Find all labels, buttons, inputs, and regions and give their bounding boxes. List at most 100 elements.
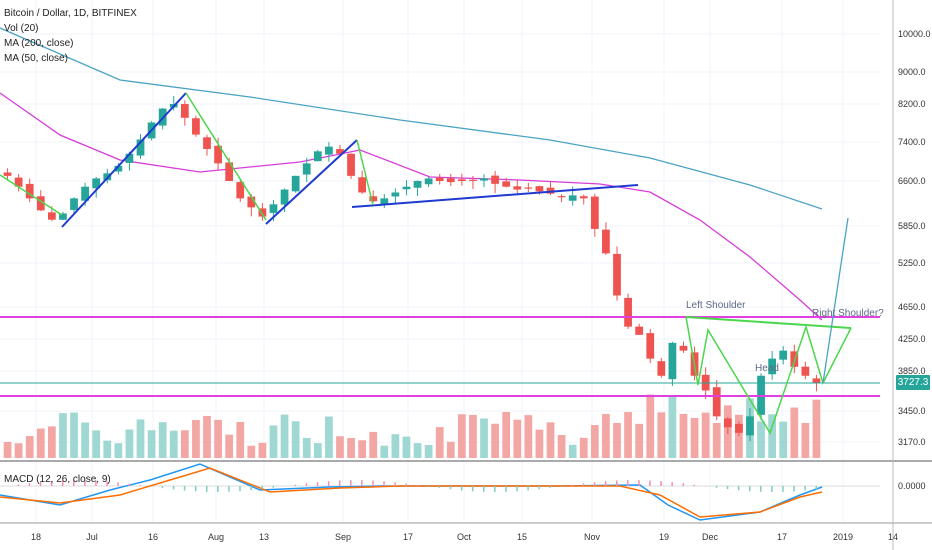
- price-candles: [3, 95, 821, 442]
- price-tick-label: 3170.0: [898, 437, 926, 447]
- macd-histogram-bar: [327, 481, 330, 486]
- candle-body: [546, 187, 555, 194]
- volume-bar: [513, 419, 522, 458]
- macd-histogram-bar: [272, 486, 274, 488]
- candle-body: [723, 418, 732, 428]
- candle-body: [291, 175, 300, 192]
- candle-body: [59, 213, 67, 220]
- price-tick-label: 3450.0: [898, 406, 926, 416]
- candle-body: [347, 153, 355, 176]
- candle-body: [480, 178, 488, 181]
- volume-bar: [568, 444, 577, 458]
- volume-bar: [236, 421, 245, 458]
- time-tick-label: Aug: [208, 532, 224, 542]
- volume-bar: [325, 416, 333, 458]
- price-tick-label: 7400.0: [898, 137, 926, 147]
- volume-bar: [402, 436, 411, 458]
- volume-bar: [70, 412, 78, 458]
- candle-body: [136, 139, 145, 156]
- macd-histogram-bar: [438, 486, 441, 488]
- volume-bar: [657, 412, 666, 458]
- macd-histogram-bar: [416, 484, 419, 486]
- ma200-path: [0, 27, 823, 210]
- candle-body: [602, 229, 610, 254]
- time-tick-label: 19: [659, 532, 669, 542]
- candle-body: [114, 165, 123, 172]
- legend-title[interactable]: Bitcoin / Dollar, 1D, BITFINEX: [4, 8, 137, 19]
- macd-histogram-bar: [549, 486, 552, 488]
- macd-histogram-bar: [460, 486, 463, 491]
- volume-bar: [413, 443, 422, 458]
- last-price-tag: 3727.3: [896, 375, 930, 390]
- macd-histogram-bar: [782, 486, 784, 492]
- macd-histogram-bar: [571, 484, 574, 486]
- macd-histogram-bar: [516, 486, 518, 492]
- candle-body: [735, 423, 743, 433]
- volume-bar: [280, 414, 289, 458]
- volume-bar: [546, 422, 555, 458]
- macd-histogram-bar: [106, 481, 108, 486]
- candle-body: [92, 178, 101, 189]
- time-tick-label: Oct: [457, 532, 472, 542]
- ma50-line: [0, 92, 823, 321]
- volume-bar: [602, 413, 610, 458]
- volume-bar: [557, 434, 566, 458]
- macd-histogram-bar: [161, 486, 164, 489]
- macd-histogram-bar: [84, 480, 86, 486]
- volume-bar: [25, 436, 34, 458]
- time-axis[interactable]: 18 Jul 16 Aug 13 Sep 17 Oct 15 Nov 19 Dec 17 2019 14: [31, 532, 898, 542]
- price-tick-label: 4650.0: [898, 302, 926, 312]
- macd-line: [0, 463, 823, 521]
- price-axis[interactable]: 10000.0 9000.0 8200.0 7400.0 6600.0 5850.0 525…: [898, 29, 931, 491]
- candle-body: [125, 153, 134, 163]
- macd-histogram-bar: [671, 482, 673, 486]
- macd-histogram-bar: [682, 483, 684, 486]
- legend-ma50[interactable]: MA (50, close): [4, 53, 68, 64]
- legend-ma200[interactable]: MA (200, close): [4, 38, 74, 49]
- trendline-drawings[interactable]: [0, 92, 880, 435]
- time-tick-label: Jul: [86, 532, 98, 542]
- ma200-line: [0, 27, 823, 210]
- candle-body: [81, 186, 89, 201]
- macd-histogram-bar: [649, 480, 651, 486]
- trendline-up-1: [61, 92, 187, 228]
- candle-body: [236, 182, 245, 199]
- candle-body: [768, 358, 777, 375]
- trendline-flat: [351, 184, 639, 208]
- candle-body: [502, 181, 511, 187]
- volume-bar: [624, 411, 632, 458]
- volume-bar: [203, 415, 211, 458]
- legend-macd[interactable]: MACD (12, 26, close, 9): [4, 474, 111, 485]
- macd-histogram-bar: [61, 480, 64, 486]
- volume-bar: [812, 399, 821, 458]
- candle-body: [225, 162, 234, 181]
- macd-pane: [0, 463, 880, 521]
- legend-vol[interactable]: Vol (20): [4, 23, 39, 34]
- macd-histogram-bar: [405, 483, 407, 486]
- volume-bar: [114, 443, 123, 458]
- candle-body: [613, 253, 621, 296]
- time-tick-label: 15: [517, 532, 527, 542]
- trendline-down-3: [356, 139, 374, 206]
- candle-body: [413, 181, 422, 188]
- price-tick-label: 5250.0: [898, 258, 926, 268]
- macd-histogram-bar: [693, 484, 696, 486]
- volume-bar: [36, 428, 45, 458]
- volume-bar: [735, 414, 743, 458]
- volume-bar: [790, 407, 799, 458]
- candle-body: [25, 183, 34, 199]
- volume-bar: [712, 422, 721, 458]
- candle-body: [435, 177, 444, 181]
- time-tick-label: Sep: [335, 532, 351, 542]
- ma50-path: [0, 92, 823, 321]
- macd-histogram-bar: [494, 486, 496, 492]
- macd-histogram-bar: [449, 486, 452, 490]
- candle-body: [590, 196, 599, 229]
- volume-bar: [347, 437, 355, 458]
- volume-bar: [635, 423, 644, 458]
- macd-histogram-bar: [737, 486, 740, 491]
- macd-histogram-bar: [793, 486, 795, 492]
- candle-body: [491, 175, 499, 184]
- candle-body: [47, 212, 56, 220]
